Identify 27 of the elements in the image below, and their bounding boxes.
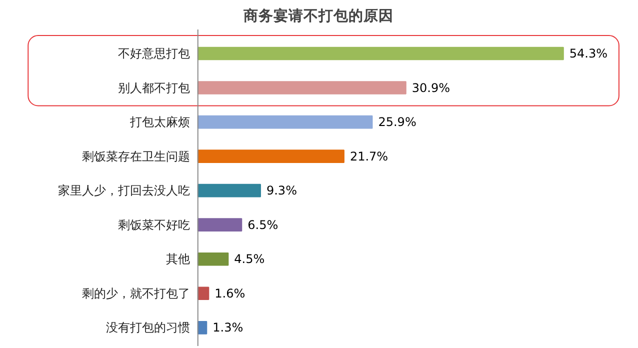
y-tick-label: 打包太麻烦	[128, 115, 190, 130]
data-label: 6.5%	[248, 218, 278, 232]
bar	[197, 46, 564, 60]
data-label: 30.9%	[412, 80, 450, 95]
y-tick-label: 家里人少，打回去没人吃	[58, 184, 190, 198]
y-tick-label: 没有打包的习惯	[106, 320, 190, 335]
data-label: 25.9%	[378, 115, 416, 130]
bar	[197, 150, 344, 163]
data-label: 1.3%	[212, 320, 244, 335]
bar	[197, 184, 261, 198]
y-tick-label: 不好意思打包	[118, 46, 190, 60]
bar	[197, 81, 406, 94]
y-tick-label: 别人都不打包	[118, 80, 190, 95]
y-tick-label: 剩饭菜不好吃	[118, 218, 190, 232]
bar	[197, 252, 229, 266]
data-label: 9.3%	[266, 184, 297, 198]
bar	[197, 286, 210, 300]
chart-title: 商务宴请不打包的原因	[242, 6, 394, 24]
data-label: 54.3%	[569, 46, 608, 60]
y-tick-label: 剩饭菜存在卫生问题	[82, 149, 190, 164]
data-label: 1.6%	[214, 286, 246, 300]
y-tick-label: 其他	[166, 252, 190, 266]
y-tick-label: 剩的少，就不打包了	[82, 286, 190, 300]
data-label: 4.5%	[234, 252, 265, 266]
bar	[197, 115, 373, 129]
data-label: 21.7%	[350, 149, 388, 164]
bar	[197, 218, 242, 232]
